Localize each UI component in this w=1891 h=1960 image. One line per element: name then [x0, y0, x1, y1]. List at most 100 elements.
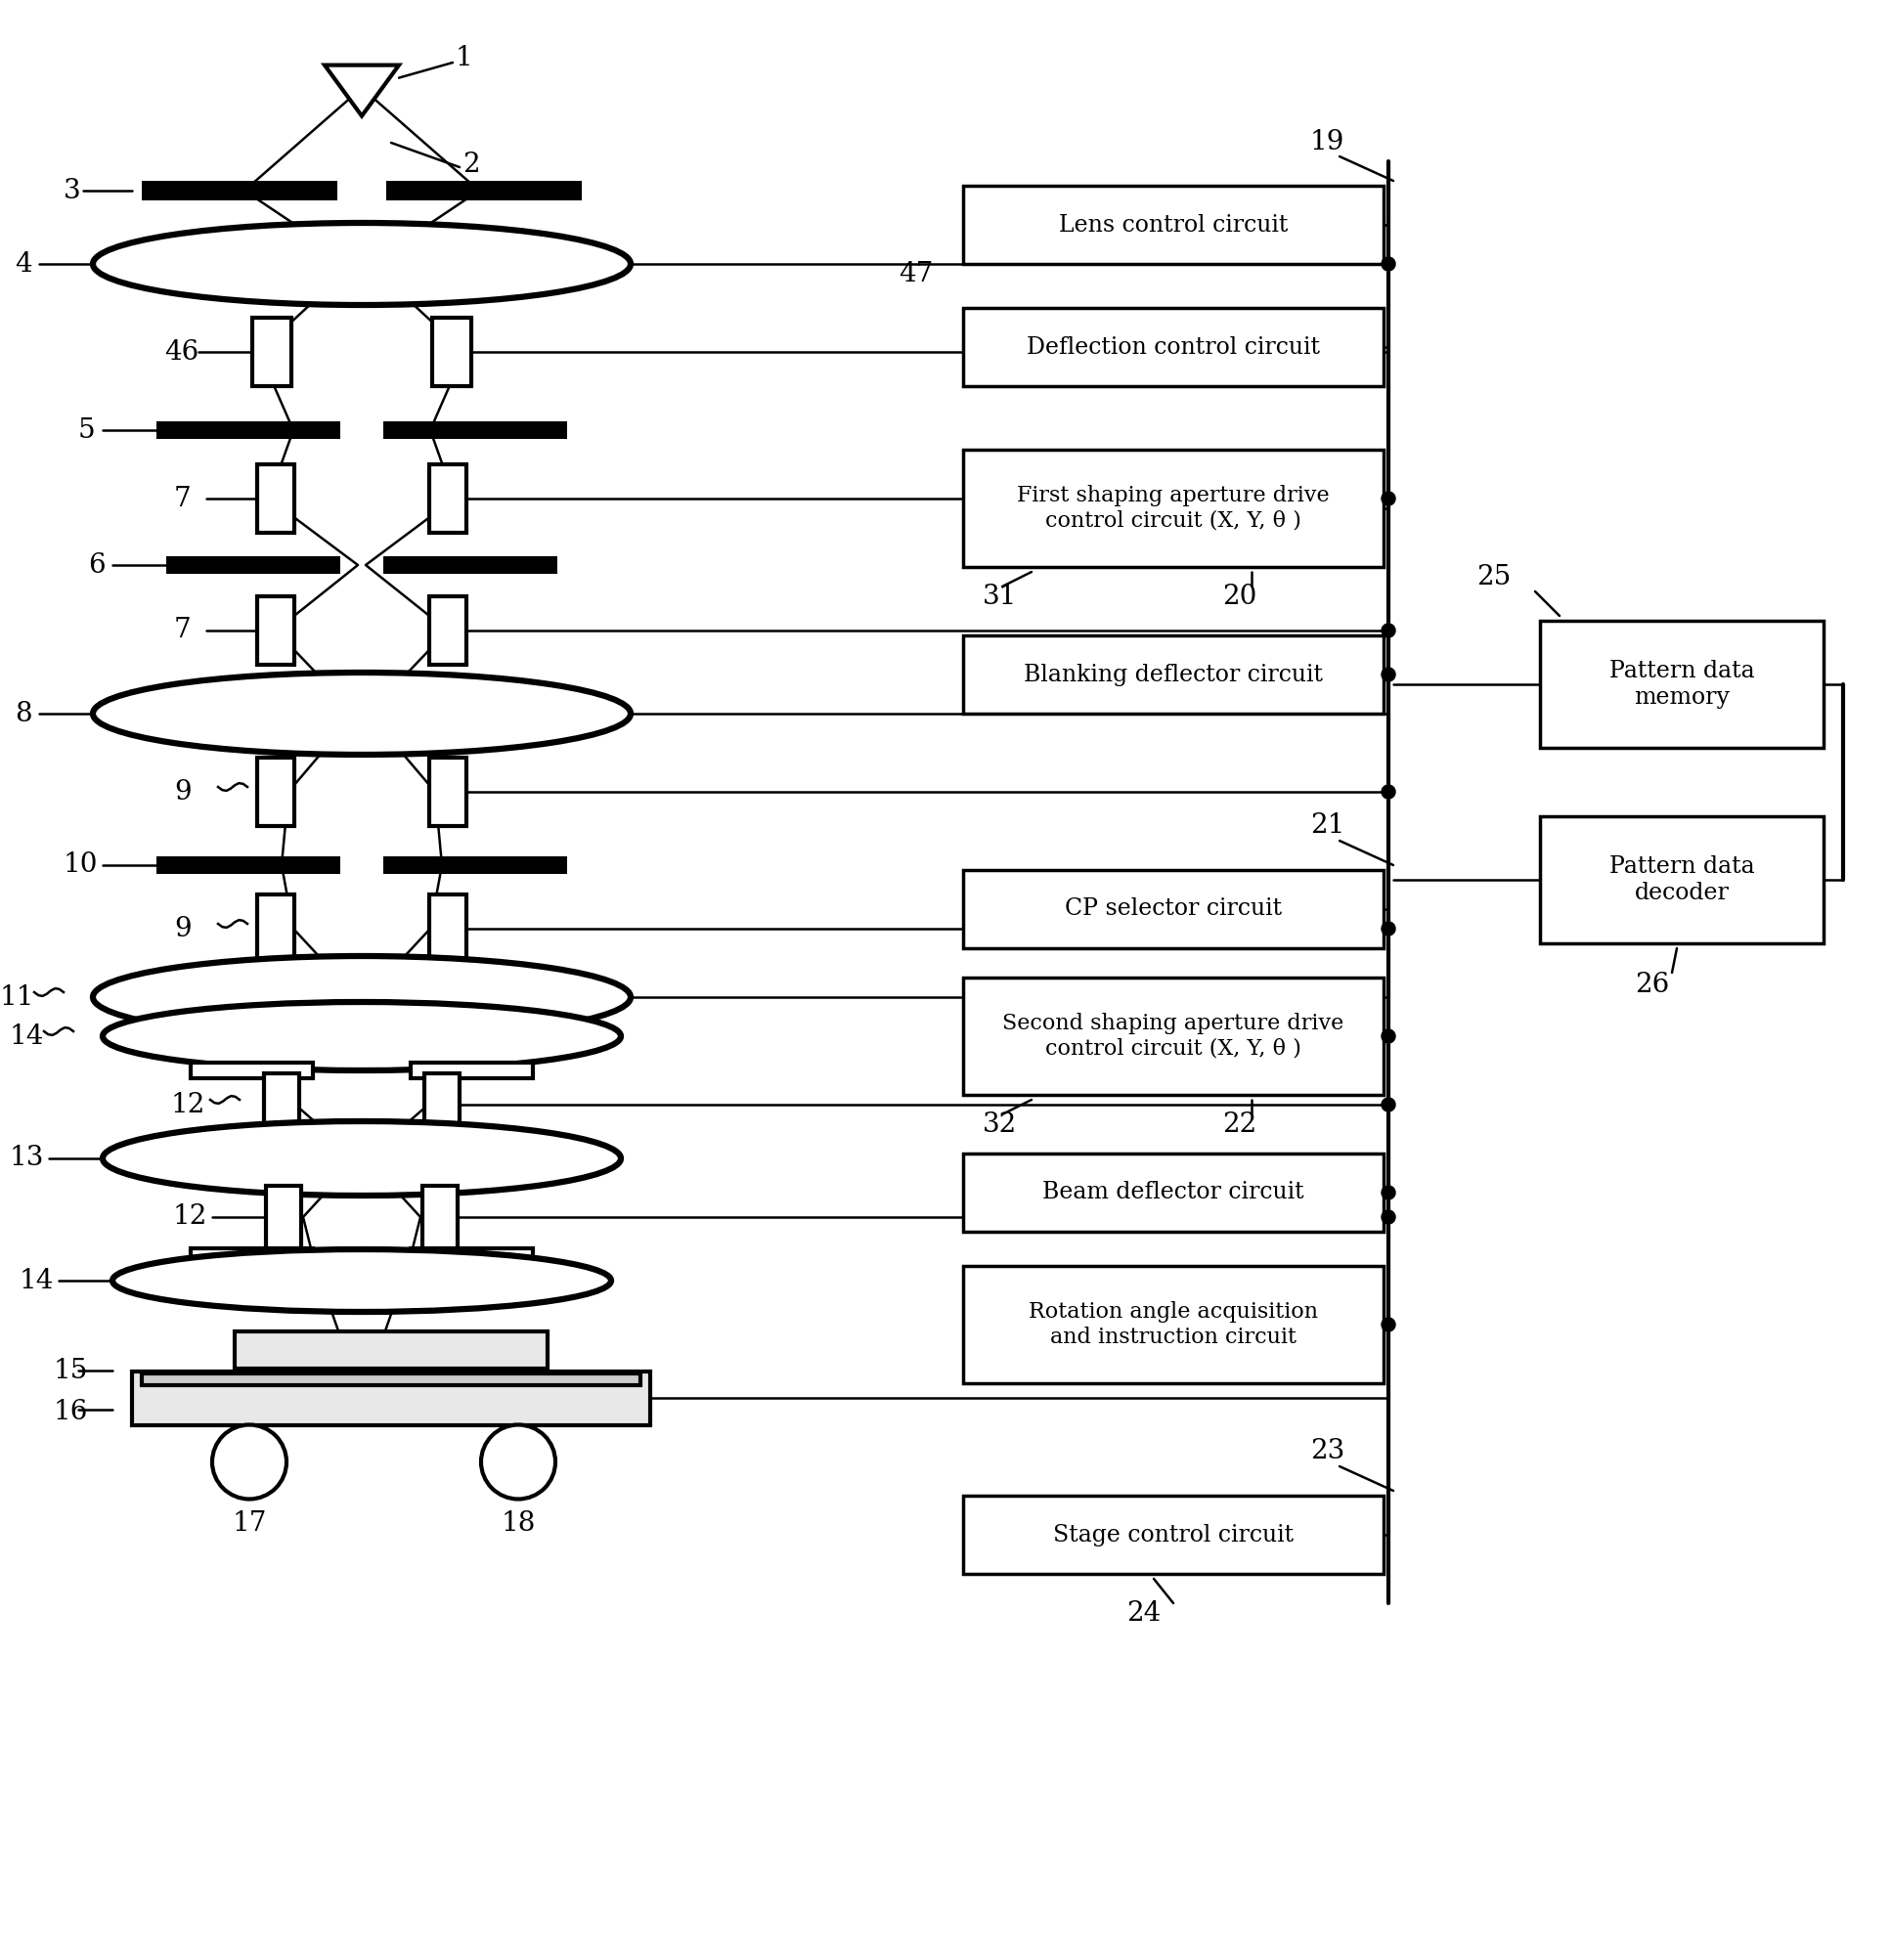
- Ellipse shape: [93, 956, 632, 1039]
- Ellipse shape: [93, 223, 632, 306]
- Text: 21: 21: [1310, 813, 1345, 839]
- Bar: [257, 596, 295, 664]
- Circle shape: [1382, 784, 1396, 798]
- Bar: [234, 1331, 548, 1368]
- Text: Rotation angle acquisition
and instruction circuit: Rotation angle acquisition and instructi…: [1029, 1301, 1318, 1348]
- Bar: [410, 1249, 533, 1264]
- Text: 8: 8: [15, 700, 32, 727]
- Bar: [963, 870, 1384, 949]
- Circle shape: [1382, 1029, 1396, 1043]
- Text: 32: 32: [983, 1111, 1017, 1137]
- Text: 14: 14: [9, 1023, 43, 1049]
- Circle shape: [480, 1425, 556, 1499]
- Bar: [257, 465, 295, 533]
- Bar: [429, 894, 467, 962]
- Bar: [963, 186, 1384, 265]
- Circle shape: [1382, 1317, 1396, 1331]
- Text: 4: 4: [15, 251, 32, 276]
- Circle shape: [1382, 492, 1396, 506]
- Text: 18: 18: [501, 1511, 535, 1537]
- Text: 7: 7: [174, 486, 191, 512]
- Text: Beam deflector circuit: Beam deflector circuit: [1042, 1182, 1305, 1203]
- Bar: [963, 1154, 1384, 1231]
- Text: 15: 15: [53, 1358, 89, 1384]
- Bar: [132, 1372, 651, 1425]
- Text: 23: 23: [1310, 1439, 1345, 1464]
- Bar: [422, 1186, 458, 1249]
- Bar: [157, 421, 340, 439]
- Circle shape: [1382, 921, 1396, 935]
- Bar: [166, 557, 340, 574]
- Circle shape: [212, 1425, 286, 1499]
- Bar: [429, 465, 467, 533]
- Bar: [267, 1186, 301, 1249]
- Bar: [191, 1249, 312, 1264]
- Bar: [963, 978, 1384, 1096]
- Circle shape: [1382, 1186, 1396, 1200]
- Text: 9: 9: [174, 915, 191, 943]
- Bar: [963, 1266, 1384, 1384]
- Text: CP selector circuit: CP selector circuit: [1065, 898, 1282, 921]
- Bar: [384, 857, 567, 874]
- Text: Lens control circuit: Lens control circuit: [1059, 214, 1288, 235]
- Text: 12: 12: [170, 1092, 206, 1117]
- Bar: [257, 894, 295, 962]
- Circle shape: [1382, 257, 1396, 270]
- Text: 7: 7: [174, 617, 191, 643]
- Ellipse shape: [102, 1121, 620, 1196]
- Bar: [963, 1495, 1384, 1574]
- Text: 25: 25: [1477, 564, 1511, 590]
- Text: 19: 19: [1310, 129, 1345, 155]
- Bar: [963, 449, 1384, 566]
- Text: Pattern data
decoder: Pattern data decoder: [1609, 857, 1755, 904]
- Text: 12: 12: [174, 1203, 208, 1231]
- Text: Blanking deflector circuit: Blanking deflector circuit: [1023, 662, 1324, 686]
- Text: Deflection control circuit: Deflection control circuit: [1027, 335, 1320, 359]
- Text: 20: 20: [1222, 584, 1258, 610]
- Ellipse shape: [93, 672, 632, 755]
- Circle shape: [1382, 668, 1396, 682]
- Text: 24: 24: [1127, 1599, 1161, 1627]
- Text: 1: 1: [456, 45, 473, 71]
- Ellipse shape: [102, 1002, 620, 1070]
- Bar: [1539, 815, 1823, 943]
- Bar: [142, 1372, 641, 1384]
- Text: Pattern data
memory: Pattern data memory: [1609, 661, 1755, 708]
- Text: 6: 6: [89, 553, 106, 578]
- Circle shape: [1382, 623, 1396, 637]
- Text: 22: 22: [1222, 1111, 1258, 1137]
- Bar: [157, 857, 340, 874]
- Text: 26: 26: [1636, 972, 1670, 998]
- Bar: [384, 421, 567, 439]
- Bar: [963, 635, 1384, 713]
- Bar: [1539, 621, 1823, 749]
- Bar: [963, 308, 1384, 386]
- Bar: [191, 1062, 312, 1078]
- Bar: [433, 318, 471, 386]
- Text: 46: 46: [165, 339, 199, 365]
- Text: 16: 16: [53, 1399, 89, 1425]
- Text: 10: 10: [64, 853, 98, 878]
- Bar: [257, 759, 295, 825]
- Bar: [386, 180, 582, 200]
- Bar: [252, 318, 291, 386]
- Bar: [142, 180, 337, 200]
- Text: 14: 14: [19, 1268, 55, 1294]
- Text: 11: 11: [0, 984, 34, 1009]
- Text: Stage control circuit: Stage control circuit: [1053, 1523, 1293, 1546]
- Bar: [429, 596, 467, 664]
- Bar: [429, 759, 467, 825]
- Bar: [424, 1072, 460, 1137]
- Circle shape: [1382, 1098, 1396, 1111]
- Text: 9: 9: [174, 778, 191, 806]
- Text: 3: 3: [64, 178, 81, 204]
- Text: 2: 2: [463, 151, 480, 178]
- Text: 13: 13: [9, 1145, 43, 1172]
- Text: 17: 17: [233, 1511, 267, 1537]
- Text: First shaping aperture drive
control circuit (X, Y, θ ): First shaping aperture drive control cir…: [1017, 486, 1329, 531]
- Circle shape: [1382, 1209, 1396, 1223]
- Text: 5: 5: [78, 417, 95, 443]
- Text: 31: 31: [983, 584, 1017, 610]
- Bar: [384, 557, 558, 574]
- Text: Second shaping aperture drive
control circuit (X, Y, θ ): Second shaping aperture drive control ci…: [1002, 1013, 1345, 1058]
